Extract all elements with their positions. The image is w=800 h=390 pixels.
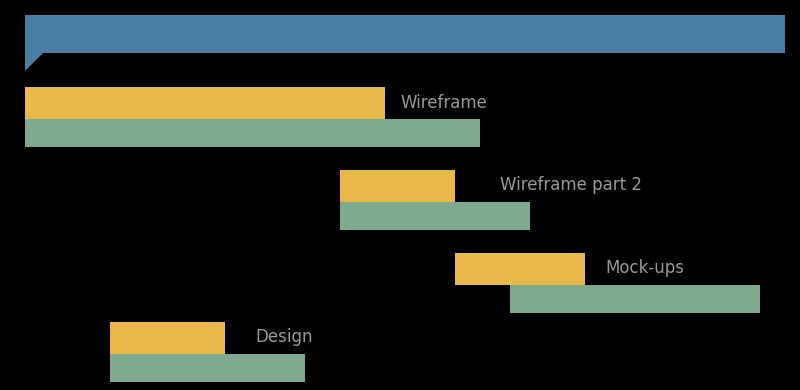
Bar — [510, 285, 760, 313]
Bar — [455, 253, 585, 285]
Bar — [25, 119, 480, 147]
Bar — [340, 170, 455, 202]
Polygon shape — [25, 53, 43, 71]
Text: Wireframe: Wireframe — [400, 94, 487, 112]
Text: Wireframe part 2: Wireframe part 2 — [500, 176, 642, 194]
Bar — [25, 87, 385, 119]
Bar — [110, 322, 225, 354]
Bar — [25, 15, 785, 53]
Text: Design: Design — [255, 328, 313, 346]
Text: Mock-ups: Mock-ups — [605, 259, 684, 277]
Bar — [110, 354, 305, 382]
Bar — [340, 202, 530, 230]
